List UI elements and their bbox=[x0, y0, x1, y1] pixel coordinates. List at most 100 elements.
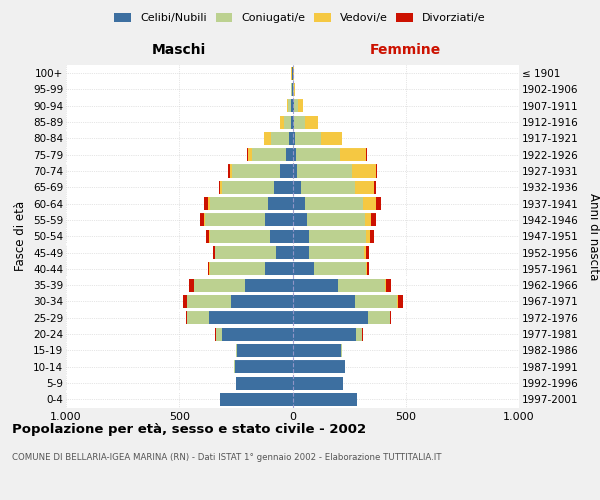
Bar bbox=[293, 312, 391, 324]
Bar bbox=[194, 278, 293, 291]
Text: Popolazione per età, sesso e stato civile - 2002: Popolazione per età, sesso e stato civil… bbox=[12, 422, 366, 436]
Bar bbox=[236, 376, 293, 390]
Bar bbox=[293, 132, 295, 145]
Bar bbox=[265, 214, 293, 226]
Bar bbox=[234, 360, 293, 373]
Bar bbox=[293, 246, 310, 259]
Bar bbox=[236, 376, 293, 390]
Bar bbox=[208, 262, 293, 276]
Bar bbox=[293, 181, 301, 194]
Legend: Celibi/Nubili, Coniugati/e, Vedovi/e, Divorziati/e: Celibi/Nubili, Coniugati/e, Vedovi/e, Di… bbox=[110, 8, 490, 28]
Bar bbox=[268, 197, 293, 210]
Bar bbox=[222, 181, 293, 194]
Bar bbox=[293, 148, 367, 161]
Bar bbox=[236, 344, 293, 357]
Bar bbox=[293, 360, 344, 373]
Bar bbox=[187, 312, 293, 324]
Bar bbox=[215, 328, 293, 340]
Bar bbox=[293, 148, 296, 161]
Bar bbox=[187, 295, 293, 308]
Bar bbox=[293, 164, 377, 177]
Bar bbox=[293, 295, 397, 308]
Bar bbox=[210, 262, 293, 276]
Bar bbox=[293, 164, 352, 177]
Bar bbox=[215, 246, 293, 259]
Bar bbox=[287, 99, 293, 112]
Bar bbox=[293, 312, 390, 324]
Bar bbox=[182, 295, 293, 308]
Bar bbox=[293, 148, 340, 161]
Bar bbox=[289, 132, 293, 145]
Bar bbox=[293, 262, 314, 276]
Bar bbox=[293, 116, 319, 128]
Bar bbox=[293, 262, 367, 276]
Bar bbox=[287, 99, 293, 112]
Bar bbox=[293, 197, 363, 210]
Bar bbox=[293, 328, 363, 340]
Bar bbox=[186, 312, 293, 324]
Bar bbox=[245, 278, 293, 291]
Bar bbox=[293, 99, 298, 112]
Bar bbox=[293, 393, 357, 406]
Bar bbox=[220, 393, 293, 406]
Bar bbox=[293, 295, 403, 308]
Bar bbox=[293, 181, 376, 194]
Bar bbox=[190, 278, 293, 291]
Bar bbox=[270, 230, 293, 243]
Bar bbox=[293, 312, 391, 324]
Bar bbox=[210, 197, 293, 210]
Bar bbox=[216, 328, 293, 340]
Bar bbox=[194, 278, 293, 291]
Bar bbox=[187, 295, 293, 308]
Bar bbox=[209, 230, 293, 243]
Y-axis label: Fasce di età: Fasce di età bbox=[14, 201, 28, 272]
Bar bbox=[236, 376, 293, 390]
Bar bbox=[284, 116, 293, 128]
Bar bbox=[293, 278, 338, 291]
Bar bbox=[235, 360, 293, 373]
Bar bbox=[293, 393, 357, 406]
Bar bbox=[293, 246, 367, 259]
Bar bbox=[205, 214, 293, 226]
Bar bbox=[280, 116, 293, 128]
Bar bbox=[293, 197, 305, 210]
Bar bbox=[265, 262, 293, 276]
Bar bbox=[293, 132, 321, 145]
Bar bbox=[248, 148, 293, 161]
Bar bbox=[293, 376, 343, 390]
Bar bbox=[293, 197, 381, 210]
Bar bbox=[293, 197, 376, 210]
Bar bbox=[222, 328, 293, 340]
Bar bbox=[216, 328, 293, 340]
Bar bbox=[206, 230, 293, 243]
Bar bbox=[234, 360, 293, 373]
Bar bbox=[293, 83, 294, 96]
Bar bbox=[293, 360, 345, 373]
Bar bbox=[292, 66, 293, 80]
Bar bbox=[293, 230, 310, 243]
Bar bbox=[293, 262, 369, 276]
Bar bbox=[293, 164, 298, 177]
Bar bbox=[220, 393, 293, 406]
Bar bbox=[215, 246, 293, 259]
Bar bbox=[293, 360, 345, 373]
Bar bbox=[293, 230, 370, 243]
Bar bbox=[208, 197, 293, 210]
Bar bbox=[293, 278, 385, 291]
Bar bbox=[293, 230, 365, 243]
Bar bbox=[291, 83, 293, 96]
Bar bbox=[293, 214, 365, 226]
Bar bbox=[293, 246, 364, 259]
Bar bbox=[264, 132, 293, 145]
Bar bbox=[293, 295, 355, 308]
Bar bbox=[280, 164, 293, 177]
Bar bbox=[210, 230, 293, 243]
Bar bbox=[293, 230, 374, 243]
Bar bbox=[280, 116, 293, 128]
Bar bbox=[219, 181, 293, 194]
Bar bbox=[247, 148, 293, 161]
Text: Maschi: Maschi bbox=[152, 44, 206, 58]
Bar bbox=[293, 116, 295, 128]
Bar bbox=[293, 376, 343, 390]
Bar bbox=[293, 393, 357, 406]
